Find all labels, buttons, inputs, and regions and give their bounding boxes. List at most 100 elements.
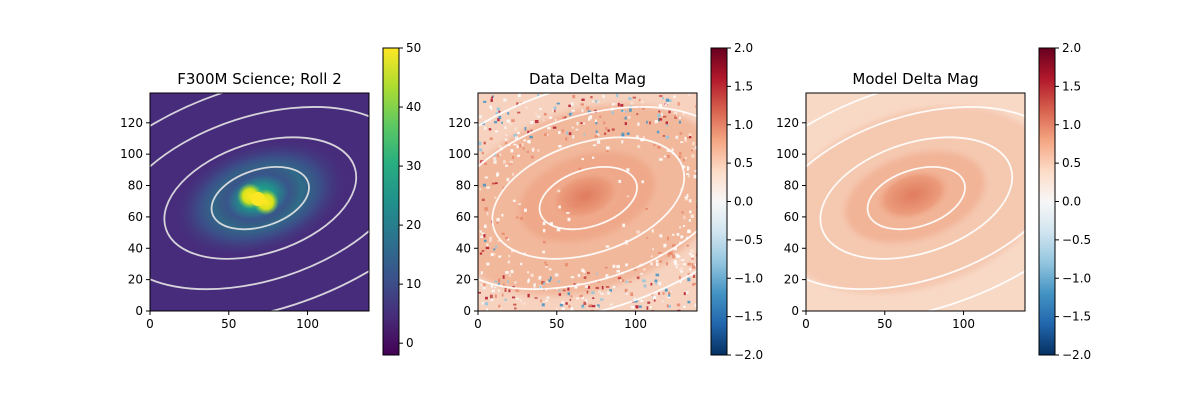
noise-speckle	[495, 130, 499, 133]
noise-speckle	[688, 219, 692, 222]
noise-speckle	[665, 121, 668, 125]
noise-speckle	[524, 252, 526, 255]
noise-speckle	[683, 305, 686, 309]
noise-speckle	[665, 98, 670, 102]
noise-speckle	[621, 279, 625, 282]
noise-speckle	[630, 101, 634, 105]
noise-speckle	[515, 288, 520, 292]
noise-speckle	[603, 132, 607, 135]
colorbar: 0 10 20 30 40 50	[382, 41, 421, 356]
x-axis: 0 50 100	[474, 311, 647, 331]
noise-speckle	[617, 102, 620, 107]
y-axis: 0 20 40 60 80 100 120	[120, 116, 150, 318]
noise-speckle	[686, 165, 689, 169]
noise-speckle	[516, 144, 519, 149]
noise-speckle	[640, 299, 644, 302]
noise-speckle	[568, 132, 572, 136]
noise-speckle	[565, 263, 569, 267]
noise-speckle	[675, 266, 678, 269]
noise-speckle	[686, 193, 689, 198]
noise-speckle	[495, 111, 499, 115]
noise-speckle	[570, 112, 573, 115]
noise-speckle	[624, 288, 628, 293]
colorbar-tick-label: 40	[406, 100, 421, 114]
noise-speckle	[530, 155, 534, 159]
noise-speckle	[537, 94, 539, 97]
noise-speckle	[488, 119, 492, 122]
axes-frame	[477, 92, 698, 312]
noise-speckle	[542, 119, 545, 122]
noise-speckle	[669, 99, 672, 102]
noise-speckle	[624, 122, 627, 126]
noise-speckle	[668, 110, 671, 114]
noise-speckle	[681, 259, 685, 261]
noise-speckle	[664, 103, 668, 106]
noise-speckle	[608, 290, 611, 294]
noise-speckle	[678, 275, 681, 280]
noise-speckle	[561, 301, 565, 304]
colorbar-tick-label: −2.0	[734, 348, 763, 362]
noise-speckle	[684, 157, 687, 160]
noise-speckle	[600, 298, 604, 301]
y-tick-label: 40	[456, 241, 471, 255]
noise-speckle	[692, 141, 695, 146]
noise-speckle	[592, 156, 595, 159]
noise-speckle	[626, 132, 630, 135]
noise-speckle	[650, 262, 653, 266]
noise-speckle	[522, 147, 525, 150]
noise-speckle	[687, 174, 690, 178]
noise-speckle	[584, 285, 588, 288]
x-tick-label: 0	[474, 317, 482, 331]
noise-speckle	[695, 253, 697, 257]
noise-speckle	[544, 261, 547, 264]
noise-speckle	[633, 297, 636, 300]
noise-speckle	[514, 127, 517, 131]
noise-speckle	[687, 229, 691, 234]
noise-speckle	[539, 285, 542, 290]
panel-science: F300M Science; Roll 2 0 50 100 02040608010…	[120, 41, 421, 356]
x-tick-label: 100	[952, 317, 975, 331]
noise-speckle	[501, 213, 504, 217]
noise-speckle	[530, 273, 534, 277]
noise-speckle	[577, 282, 580, 285]
noise-speckle	[565, 302, 568, 305]
noise-speckle	[572, 135, 575, 139]
x-tick-label: 0	[146, 317, 154, 331]
noise-speckle	[527, 140, 530, 143]
noise-speckle	[581, 98, 585, 101]
noise-speckle	[617, 276, 622, 280]
noise-speckle	[655, 262, 659, 266]
noise-speckle	[505, 164, 508, 167]
x-tick-label: 0	[802, 317, 810, 331]
contour-ellipse	[478, 106, 697, 291]
noise-speckle	[658, 95, 663, 97]
noise-speckle	[556, 227, 561, 232]
x-tick-label: 100	[296, 317, 319, 331]
noise-speckle	[586, 290, 589, 294]
noise-speckle	[664, 288, 668, 292]
noise-speckle	[574, 285, 578, 289]
y-tick-label: 120	[120, 116, 143, 130]
y-tick-label: 80	[456, 179, 471, 193]
noise-speckle	[561, 129, 564, 133]
noise-speckle	[663, 245, 667, 248]
noise-speckle	[625, 110, 628, 113]
colorbar-tick-label: −1.0	[1062, 271, 1091, 285]
noise-speckle	[543, 240, 546, 244]
noise-speckle	[479, 188, 482, 191]
noise-speckle	[673, 95, 676, 99]
noise-speckle	[590, 96, 593, 99]
noise-speckle	[485, 246, 490, 250]
noise-speckle	[516, 102, 519, 106]
heatmap-image	[806, 93, 1025, 311]
noise-speckle	[695, 146, 697, 150]
noise-speckle	[580, 122, 583, 124]
noise-speckle	[659, 118, 663, 121]
colorbar-tick-label: 10	[406, 277, 421, 291]
noise-speckle	[497, 154, 499, 158]
noise-speckle	[583, 275, 586, 278]
noise-speckle	[520, 216, 523, 220]
colorbar-gradient	[710, 47, 728, 356]
noise-speckle	[526, 150, 530, 153]
noise-speckle	[486, 308, 489, 311]
